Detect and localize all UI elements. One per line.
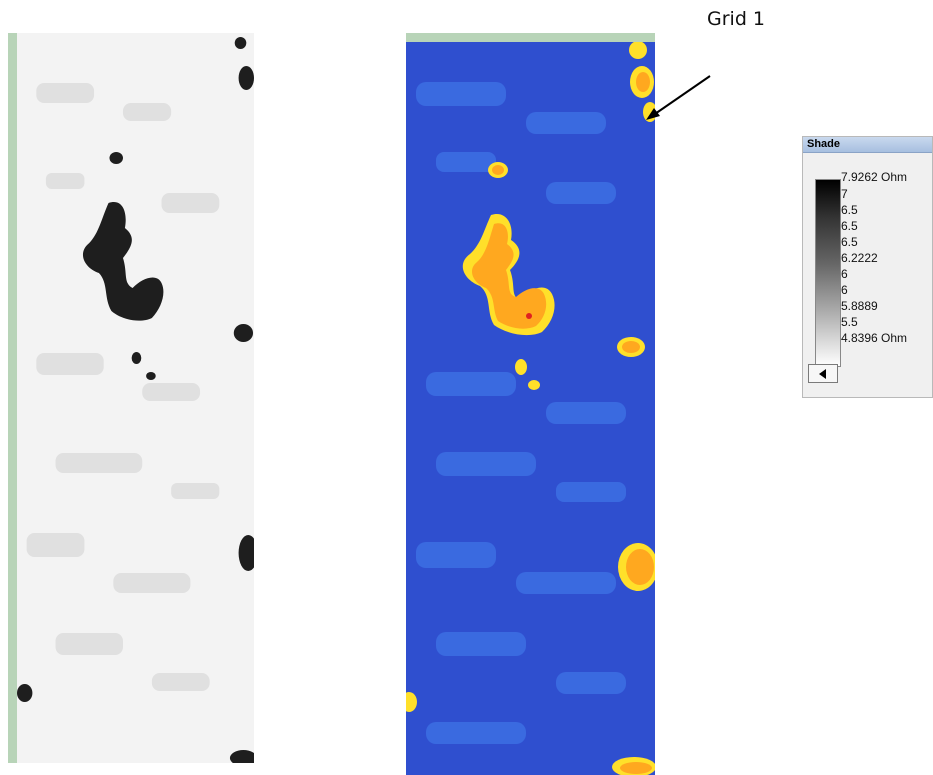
shade-tick-label: 6.5 (841, 203, 858, 217)
annotation-arrow-icon (646, 75, 711, 120)
shade-tick-label: 5.8889 (841, 299, 878, 313)
color-grid-svg (406, 42, 655, 775)
color-grid-image (406, 33, 655, 775)
shade-tick-label: 7.9262 Ohm (841, 170, 908, 184)
shade-tick-label: 5.5 (841, 315, 858, 329)
shade-tick-label: 6.2222 (841, 251, 878, 265)
grid-annotation-label: Grid 1 (707, 8, 766, 30)
shade-tick-label: 6 (841, 267, 848, 281)
shade-tick-label: 6.5 (841, 235, 858, 249)
shade-tick-label: 4.8396 Ohm (841, 331, 908, 345)
shade-tick-label: 7 (841, 187, 848, 201)
grayscale-grid-image (8, 33, 254, 763)
scroll-left-button[interactable] (808, 364, 838, 383)
grayscale-grid-svg (17, 33, 254, 763)
shade-tick-label: 6 (841, 283, 848, 297)
shade-tick-label: 6.5 (841, 219, 858, 233)
shade-legend-window: Shade 7.9262 Ohm 7 6.5 6.5 6.5 6.2222 6 … (802, 136, 933, 398)
shade-gradient-bar (815, 179, 841, 367)
shade-legend-title: Shade (803, 137, 932, 153)
